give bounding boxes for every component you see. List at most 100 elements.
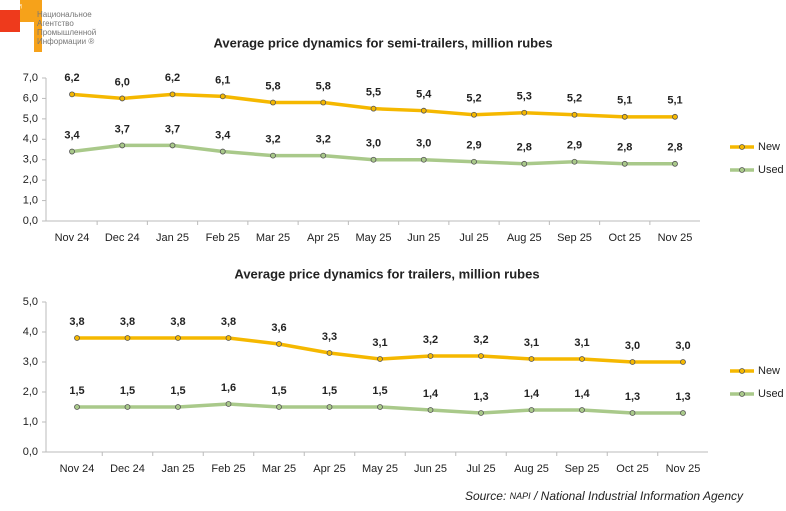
point xyxy=(420,107,427,114)
x-tick-label: Dec 24 xyxy=(105,232,140,244)
legend-marker xyxy=(739,167,745,173)
x-tick-label: Sep 25 xyxy=(557,232,592,244)
point xyxy=(478,353,484,359)
value-label: 3,2 xyxy=(316,134,331,146)
y-tick-label: 4,0 xyxy=(23,133,38,145)
x-tick-label: May 25 xyxy=(362,463,398,475)
value-label: 3,0 xyxy=(625,340,640,352)
value-label: 3,0 xyxy=(416,138,431,150)
point xyxy=(420,156,427,163)
point xyxy=(225,335,232,341)
x-tick-label: Jun 25 xyxy=(414,463,447,475)
value-label: 1,3 xyxy=(625,391,640,403)
point xyxy=(621,160,628,167)
point xyxy=(124,335,131,341)
point xyxy=(672,113,678,120)
x-tick-label: Nov 25 xyxy=(658,232,693,244)
value-label: 5,3 xyxy=(517,91,532,103)
value-label: 3,8 xyxy=(170,316,185,328)
x-tick-label: Feb 25 xyxy=(211,463,245,475)
value-label: 5,1 xyxy=(617,95,632,107)
value-label: 5,2 xyxy=(466,93,481,105)
logo-orange xyxy=(20,0,42,22)
value-label: 3,2 xyxy=(423,334,438,346)
value-label: 5,8 xyxy=(265,80,280,92)
point xyxy=(680,359,686,365)
value-label: 2,9 xyxy=(567,140,582,152)
x-tick-label: Mar 25 xyxy=(262,463,296,475)
y-tick-label: 0,0 xyxy=(23,446,38,458)
value-label: 3,7 xyxy=(165,123,180,135)
point xyxy=(521,109,528,116)
y-tick-label: 1,0 xyxy=(23,416,38,428)
value-label: 1,3 xyxy=(675,391,690,403)
value-label: 3,8 xyxy=(221,316,236,328)
logo-red xyxy=(0,10,20,32)
y-tick-label: 3,0 xyxy=(23,154,38,166)
value-label: 1,3 xyxy=(473,391,488,403)
source-rest: / National Industrial Information Agency xyxy=(533,489,744,503)
x-tick-label: Mar 25 xyxy=(256,232,290,244)
x-tick-label: Oct 25 xyxy=(616,463,648,475)
point xyxy=(326,404,333,410)
value-label: 3,8 xyxy=(120,316,135,328)
y-tick-label: 2,0 xyxy=(23,174,38,186)
x-tick-label: Oct 25 xyxy=(609,232,641,244)
value-label: 3,1 xyxy=(524,337,539,349)
x-tick-label: May 25 xyxy=(355,232,391,244)
point xyxy=(320,152,327,159)
point xyxy=(69,91,75,98)
point xyxy=(579,407,585,413)
point xyxy=(175,335,181,341)
point xyxy=(169,142,176,149)
point xyxy=(471,158,477,165)
point xyxy=(370,156,377,163)
point xyxy=(478,410,484,416)
x-tick-label: Jun 25 xyxy=(407,232,440,244)
logo-short: НАПИ xyxy=(5,5,22,11)
x-tick-label: Dec 24 xyxy=(110,463,145,475)
point xyxy=(69,148,75,155)
value-label: 2,8 xyxy=(517,142,532,154)
point xyxy=(680,410,686,416)
logo-bar xyxy=(34,22,42,52)
point xyxy=(629,410,636,416)
x-tick-label: Nov 25 xyxy=(666,463,701,475)
point xyxy=(175,404,181,410)
point xyxy=(169,91,176,98)
legend-label: New xyxy=(758,141,780,153)
logo-line: Информации ® xyxy=(37,37,94,46)
legend-label: Used xyxy=(758,164,784,176)
point xyxy=(571,111,578,118)
point xyxy=(225,401,232,407)
legend-marker xyxy=(739,144,745,150)
value-label: 3,2 xyxy=(473,334,488,346)
y-tick-label: 7,0 xyxy=(23,72,38,84)
value-label: 3,0 xyxy=(366,138,381,150)
value-label: 3,4 xyxy=(64,129,80,141)
point xyxy=(521,160,528,167)
legend-marker xyxy=(739,391,745,397)
value-label: 3,3 xyxy=(322,331,337,343)
point xyxy=(74,404,80,410)
legend-marker xyxy=(739,368,745,374)
point xyxy=(528,407,535,413)
point xyxy=(119,95,126,102)
x-tick-label: Nov 24 xyxy=(55,232,90,244)
x-tick-label: Apr 25 xyxy=(313,463,345,475)
value-label: 2,8 xyxy=(667,142,682,154)
point xyxy=(427,353,434,359)
chart-title: Average price dynamics for trailers, mil… xyxy=(234,266,539,281)
value-label: 1,5 xyxy=(271,385,286,397)
value-label: 3,7 xyxy=(115,123,130,135)
x-tick-label: Apr 25 xyxy=(307,232,339,244)
value-label: 3,6 xyxy=(271,322,286,334)
x-tick-label: Aug 25 xyxy=(507,232,542,244)
point xyxy=(326,350,333,356)
point xyxy=(672,160,678,167)
y-tick-label: 5,0 xyxy=(23,296,38,308)
value-label: 3,1 xyxy=(574,337,589,349)
y-tick-label: 3,0 xyxy=(23,356,38,368)
point xyxy=(528,356,535,362)
y-tick-label: 2,0 xyxy=(23,386,38,398)
